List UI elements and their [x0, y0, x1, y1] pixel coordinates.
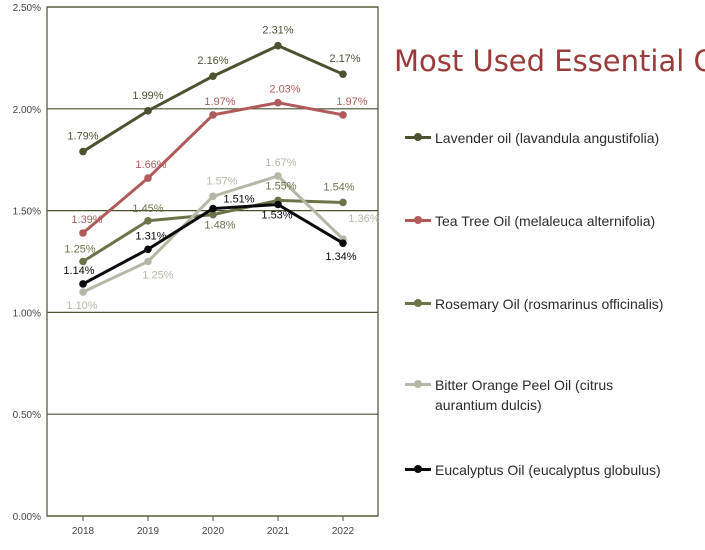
data-point: [209, 111, 217, 119]
data-point: [339, 198, 347, 207]
data-label: 1.48%: [204, 220, 235, 232]
y-tick-label: 0.50%: [13, 410, 41, 421]
legend-label: Tea Tree Oil (melaleuca alternifolia): [435, 213, 656, 229]
data-label: 1.36%: [348, 213, 379, 225]
data-point: [144, 107, 152, 115]
axis-layer: 0.00% 0.50% 1.00% 1.50% 2.00% 2.50% 2018 2019 20…: [13, 3, 355, 537]
legend-item: Lavender oil (lavandula angustifolia): [405, 128, 695, 148]
legend-marker: [405, 296, 431, 310]
legend-label: Lavender oil (lavandula angustifolia): [435, 130, 660, 146]
legend-marker: [405, 130, 431, 144]
data-label: 1.55%: [265, 180, 296, 192]
legend-item: Bitter Orange Peel Oil (citrus aurantium…: [405, 375, 695, 415]
data-label: 1.97%: [336, 96, 367, 108]
legend-label: Rosemary Oil (rosmarinus officinalis): [435, 296, 664, 312]
data-label: 1.57%: [206, 175, 237, 187]
data-point: [339, 239, 347, 247]
legend-item: Rosemary Oil (rosmarinus officinalis): [405, 294, 695, 314]
data-point: [209, 204, 217, 213]
data-label: 2.17%: [329, 53, 360, 65]
x-tick-label: 2020: [202, 526, 225, 537]
data-point: [79, 280, 87, 288]
data-point: [274, 172, 282, 180]
y-tick-label: 2.00%: [13, 105, 41, 116]
y-tick-label: 0.00%: [13, 512, 41, 523]
data-point: [209, 192, 217, 201]
data-point: [144, 174, 152, 182]
data-point: [209, 72, 217, 81]
data-label: 1.45%: [132, 203, 163, 215]
series-tea: [79, 98, 347, 237]
data-label: 1.99%: [132, 90, 163, 102]
y-tick-label: 2.50%: [13, 3, 41, 14]
data-point: [144, 257, 152, 266]
data-point: [79, 147, 87, 156]
data-label: 1.25%: [64, 244, 95, 256]
series-bitter: [79, 172, 347, 296]
data-label: 1.34%: [325, 251, 356, 263]
legend-label: Eucalyptus Oil (eucalyptus globulus): [435, 462, 661, 478]
data-label: 1.97%: [204, 96, 235, 108]
series-lavender: [79, 41, 347, 156]
legend-marker: [405, 462, 431, 476]
legend-label: Bitter Orange Peel Oil (citrus aurantium…: [435, 377, 614, 413]
data-point: [339, 111, 347, 119]
data-label: 1.67%: [265, 157, 296, 169]
x-tick-label: 2022: [332, 526, 355, 537]
data-point: [79, 229, 87, 237]
data-label-layer: 1.79% 1.99% 2.16% 2.31% 2.17% 1.39% 1.66% 1.97%…: [63, 25, 379, 312]
data-point: [209, 210, 217, 219]
data-point: [79, 257, 87, 266]
data-label: 1.66%: [135, 159, 166, 171]
data-label: 1.39%: [71, 214, 102, 226]
data-point: [274, 200, 282, 209]
legend-item: Eucalyptus Oil (eucalyptus globulus): [405, 460, 695, 480]
legend-marker: [405, 377, 431, 391]
y-tick-label: 1.00%: [13, 308, 41, 319]
data-label: 1.53%: [261, 209, 292, 221]
data-point: [274, 98, 282, 107]
y-tick-label: 1.50%: [13, 207, 41, 218]
data-label: 1.10%: [66, 300, 97, 312]
chart-title: Most Used Essential Oil: [394, 44, 705, 78]
data-label: 2.16%: [197, 55, 228, 67]
x-tick-label: 2018: [72, 526, 95, 537]
legend-item: Tea Tree Oil (melaleuca alternifolia): [405, 211, 695, 231]
x-tick-label: 2021: [267, 526, 290, 537]
data-label: 1.79%: [67, 131, 98, 143]
data-label: 1.54%: [323, 181, 354, 193]
data-label: 1.25%: [142, 270, 173, 282]
series-eucalyptus: [79, 200, 347, 288]
legend-marker: [405, 213, 431, 227]
data-point: [144, 245, 152, 254]
data-label: 2.31%: [262, 25, 293, 37]
data-point: [79, 288, 87, 296]
series-layer: [79, 41, 347, 296]
data-point: [144, 216, 152, 225]
data-point: [339, 70, 347, 78]
data-label: 2.03%: [269, 84, 300, 96]
data-point: [274, 41, 282, 50]
x-tick-label: 2019: [137, 526, 160, 537]
data-label: 1.31%: [135, 230, 166, 242]
data-label: 1.14%: [63, 265, 94, 277]
data-label: 1.51%: [223, 194, 254, 206]
